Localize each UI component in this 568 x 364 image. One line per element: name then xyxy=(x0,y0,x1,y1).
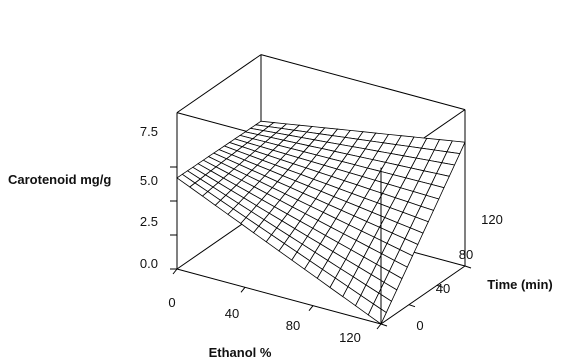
x-axis-ticks: 0 40 80 120 xyxy=(168,295,360,345)
x-tick-mark xyxy=(376,323,382,330)
x-axis-title: Ethanol % xyxy=(209,345,272,360)
y-tick-mark xyxy=(436,284,444,288)
y-tick-mark xyxy=(464,265,472,269)
y-tick-label: 80 xyxy=(459,247,473,262)
box-edge xyxy=(260,54,466,111)
z-tick-label: 5.0 xyxy=(140,173,158,188)
y-tick-label: 40 xyxy=(436,281,450,296)
z-tick-label: 2.5 xyxy=(140,214,158,229)
box-edge xyxy=(176,268,382,325)
z-axis-ticks: 7.5 5.0 2.5 0.0 xyxy=(140,124,158,271)
z-axis-title: Carotenoid mg/g xyxy=(8,172,111,187)
y-tick-mark xyxy=(380,323,388,327)
box-edge xyxy=(380,265,466,325)
y-tick-mark xyxy=(408,304,416,308)
z-tick-label: 0.0 xyxy=(140,256,158,271)
y-tick-label: 0 xyxy=(416,318,423,333)
plot-box-front xyxy=(172,167,472,330)
x-tick-mark xyxy=(172,268,178,275)
surface-cell xyxy=(367,303,387,325)
x-tick-label: 0 xyxy=(168,295,175,310)
x-tick-label: 120 xyxy=(339,330,361,345)
z-tick-label: 7.5 xyxy=(140,124,158,139)
y-axis-title: Time (min) xyxy=(487,277,553,292)
y-tick-label: 120 xyxy=(481,212,503,227)
x-tick-label: 40 xyxy=(225,306,239,321)
x-tick-mark xyxy=(240,287,246,293)
surface-mesh xyxy=(176,120,466,325)
x-tick-mark xyxy=(308,305,314,311)
y-axis-ticks: 0 40 80 120 xyxy=(416,212,502,333)
x-tick-label: 80 xyxy=(286,318,300,333)
box-edge xyxy=(176,54,262,114)
